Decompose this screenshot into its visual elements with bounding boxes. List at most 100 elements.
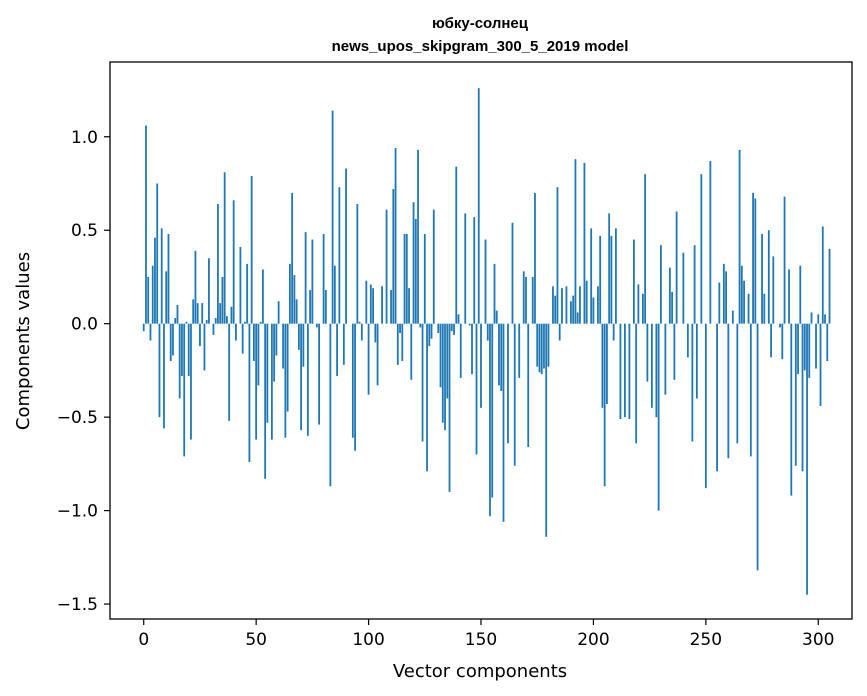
bar-49 xyxy=(253,323,255,362)
bar-17 xyxy=(181,323,183,377)
bar-230 xyxy=(659,245,662,324)
bar-129 xyxy=(432,209,435,324)
bar-272 xyxy=(754,198,757,324)
bar-229 xyxy=(657,323,660,511)
bar-72 xyxy=(304,232,307,324)
bar-150 xyxy=(480,323,482,408)
bar-73 xyxy=(306,323,309,436)
bar-95 xyxy=(356,204,359,324)
bar-232 xyxy=(664,323,667,395)
y-axis-ticks: −1.5 −1.0 −0.5 0.0 0.5 1.0 xyxy=(57,128,110,615)
bar-96 xyxy=(358,321,361,324)
bar-20 xyxy=(187,323,190,377)
x-tick-label-0: 0 xyxy=(138,630,149,650)
bar-44 xyxy=(241,323,244,354)
bar-246 xyxy=(695,323,698,399)
bar-69 xyxy=(297,323,300,350)
bar-299 xyxy=(815,323,817,369)
bar-140 xyxy=(457,314,460,324)
y-tick-label-2: −0.5 xyxy=(57,408,98,428)
bar-197 xyxy=(585,280,588,324)
bar-104 xyxy=(376,323,379,386)
bar-70 xyxy=(300,323,303,431)
bar-132 xyxy=(439,323,442,388)
x-axis-label: Vector components xyxy=(393,661,567,682)
bar-22 xyxy=(192,299,195,324)
bar-294 xyxy=(803,323,806,371)
bar-291 xyxy=(797,323,799,375)
bar-137 xyxy=(450,323,453,332)
bar-178 xyxy=(543,323,545,369)
bar-57 xyxy=(270,323,273,440)
bar-138 xyxy=(453,323,455,335)
bar-81 xyxy=(324,290,327,324)
bar-200 xyxy=(592,297,595,324)
y-tick-label-3: 0.0 xyxy=(71,315,98,335)
bar-46 xyxy=(246,263,249,324)
bar-78 xyxy=(318,323,321,425)
bar-124 xyxy=(421,323,424,442)
bar-28 xyxy=(205,319,208,324)
bar-193 xyxy=(576,312,579,324)
bar-36 xyxy=(223,172,226,324)
bar-252 xyxy=(709,161,712,324)
bar-119 xyxy=(410,323,413,380)
bar-52 xyxy=(259,321,262,324)
bar-87 xyxy=(338,187,341,324)
bar-269 xyxy=(747,293,750,324)
y-tick-label-4: 0.5 xyxy=(71,221,98,241)
bar-300 xyxy=(817,314,820,324)
bar-154 xyxy=(489,323,491,517)
bar-115 xyxy=(401,323,404,362)
bar-100 xyxy=(367,323,370,395)
bar-27 xyxy=(203,323,206,371)
bar-248 xyxy=(700,174,703,324)
bar-121 xyxy=(414,219,417,324)
bar-190 xyxy=(570,301,572,324)
bar-3 xyxy=(149,323,152,341)
bar-146 xyxy=(471,323,473,375)
bar-68 xyxy=(295,299,298,324)
x-tick-label-3: 150 xyxy=(465,630,497,650)
bar-199 xyxy=(590,228,593,324)
bar-83 xyxy=(329,323,332,487)
bar-176 xyxy=(538,323,541,373)
bar-65 xyxy=(288,263,291,324)
bar-258 xyxy=(722,263,725,324)
bar-262 xyxy=(731,310,734,324)
bar-228 xyxy=(655,323,658,418)
bar-183 xyxy=(554,295,557,324)
bar-54 xyxy=(264,323,267,479)
bar-267 xyxy=(743,280,745,324)
x-tick-label-5: 250 xyxy=(690,630,722,650)
bar-127 xyxy=(428,323,431,347)
bar-280 xyxy=(772,256,775,324)
bar-136 xyxy=(448,323,451,492)
bar-203 xyxy=(599,235,602,324)
bar-53 xyxy=(262,269,264,324)
bar-114 xyxy=(399,323,401,334)
bar-218 xyxy=(633,239,635,324)
chart-title-line1: юбку-солнец xyxy=(432,15,529,32)
bar-275 xyxy=(761,233,763,324)
bar-64 xyxy=(286,323,289,412)
bar-101 xyxy=(369,284,372,324)
y-tick-label-0: −1.5 xyxy=(57,595,98,615)
bar-279 xyxy=(770,323,772,358)
bar-11 xyxy=(167,233,170,324)
bar-34 xyxy=(219,303,222,324)
plot-area-frame xyxy=(109,61,853,620)
bar-159 xyxy=(500,323,503,391)
bar-177 xyxy=(540,323,543,375)
bar-204 xyxy=(601,323,604,408)
bar-8 xyxy=(160,228,163,324)
bar-220 xyxy=(637,284,640,324)
bar-240 xyxy=(682,252,685,324)
bar-43 xyxy=(239,247,242,324)
bar-99 xyxy=(365,280,368,324)
bar-74 xyxy=(309,290,312,324)
bar-18 xyxy=(183,323,186,457)
bar-147 xyxy=(473,217,476,324)
